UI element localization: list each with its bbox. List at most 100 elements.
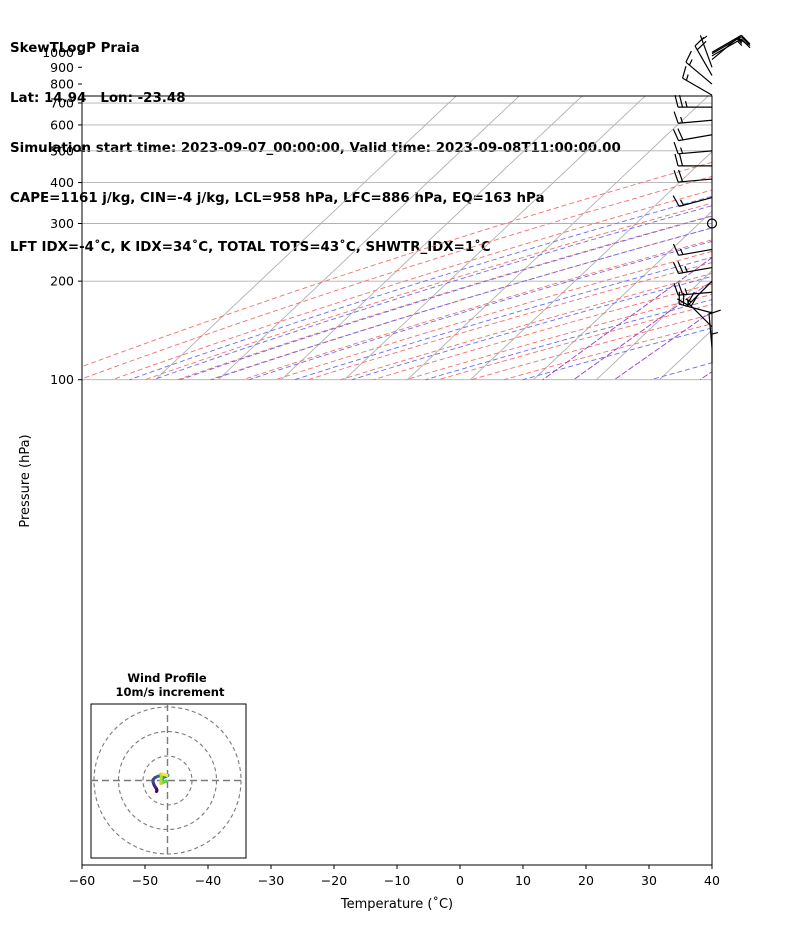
barb-staff xyxy=(679,196,713,207)
wind-barb xyxy=(687,291,713,328)
barb-half-flag xyxy=(737,38,743,44)
barb-flag xyxy=(696,40,707,51)
moist-adiabat xyxy=(180,215,712,381)
wind-barb xyxy=(681,66,713,96)
wind-barb xyxy=(673,282,713,296)
profile-dewpoint xyxy=(729,52,794,379)
barb-staff xyxy=(687,302,713,328)
barb-half-flag xyxy=(684,100,688,108)
hodograph-inset: Wind Profile 10m/s increment xyxy=(90,671,247,859)
barb-flag xyxy=(672,243,680,256)
x-axis: −60 −50 −40 −30 −20 −10 0 10 20 30 40 xyxy=(69,865,720,888)
isotherm xyxy=(281,96,583,381)
barb-staff xyxy=(678,150,713,155)
barb-flag xyxy=(687,291,695,304)
wind-barb xyxy=(673,111,713,124)
barb-staff xyxy=(682,77,713,96)
dry-adiabat xyxy=(177,215,712,381)
y-tick-label: 500 xyxy=(50,143,74,158)
station-location: Lat: 14.94 Lon: -23.48 xyxy=(10,90,186,106)
barb-flag xyxy=(678,153,684,166)
y-tick-label: 800 xyxy=(50,77,74,92)
wind-barb xyxy=(672,195,713,207)
simulation-times: Simulation start time: 2023-09-07_00:00:… xyxy=(10,140,621,156)
barb-staff xyxy=(685,61,713,85)
barb-half-flag xyxy=(684,288,688,295)
isotherm xyxy=(155,96,457,381)
y-tick-label: 400 xyxy=(50,175,74,190)
wind-barb xyxy=(673,169,713,183)
background-lines xyxy=(82,45,794,381)
isotherm xyxy=(533,210,712,381)
barb-flag xyxy=(690,295,699,307)
barb-flag xyxy=(677,128,684,141)
barb-staff xyxy=(678,178,713,183)
x-tick-label: −20 xyxy=(321,873,347,888)
barb-half-flag xyxy=(679,199,685,206)
mixing-ratio-line xyxy=(750,45,794,379)
dry-adiabat xyxy=(82,175,712,380)
barb-staff xyxy=(711,37,739,61)
dry-adiabat xyxy=(242,239,712,381)
station-title: SkewTLogP Praia xyxy=(10,41,140,57)
shaded-areas xyxy=(742,70,794,380)
stability-indices: LFT IDX=-4˚C, K IDX=34˚C, TOTAL TOTS=43˚… xyxy=(10,240,491,256)
barb-flag xyxy=(741,34,751,45)
barb-staff xyxy=(678,266,713,275)
y-tick-label: 100 xyxy=(50,372,74,387)
wind-barb xyxy=(699,35,713,68)
profile-parcel xyxy=(739,52,794,379)
barb-half-flag xyxy=(679,248,684,255)
x-tick-label: 20 xyxy=(578,873,594,888)
y-tick-label: 700 xyxy=(50,96,74,111)
x-tick-label: −30 xyxy=(258,873,284,888)
barb-flag xyxy=(678,169,684,182)
dry-adiabat xyxy=(144,202,712,381)
x-tick-label: 0 xyxy=(456,873,464,888)
convective-indices: CAPE=1161 j/kg, CIN=-4 j/kg, LCL=958 hPa… xyxy=(10,190,545,206)
barb-flag xyxy=(678,282,684,295)
barb-flag xyxy=(737,37,749,46)
wind-barb xyxy=(694,36,713,76)
barb-flag xyxy=(672,195,680,207)
wind-barb xyxy=(711,329,719,364)
dry-adiabat xyxy=(112,189,712,381)
x-tick-label: −60 xyxy=(69,873,95,888)
barb-flag xyxy=(677,261,684,273)
wind-barb xyxy=(674,153,712,167)
x-tick-label: −50 xyxy=(132,873,158,888)
hodograph-subtitle: 10m/s increment xyxy=(116,685,225,699)
x-axis-label: Temperature (˚C) xyxy=(340,896,453,912)
y-tick-label: 900 xyxy=(50,60,74,75)
isotherm xyxy=(785,45,794,379)
barb-flag xyxy=(673,283,679,296)
y-tick-label: 600 xyxy=(50,117,74,132)
wind-barb xyxy=(672,128,713,142)
barb-staff xyxy=(711,34,742,53)
y-tick-label: 300 xyxy=(50,216,74,231)
profile-lines xyxy=(729,52,794,379)
wind-barb xyxy=(685,50,713,85)
barb-half-flag xyxy=(685,74,689,81)
barb-half-flag xyxy=(688,59,693,66)
x-tick-label: 10 xyxy=(515,873,531,888)
wind-barb xyxy=(706,218,718,229)
y-tick-label: 1000 xyxy=(42,45,74,60)
barb-staff xyxy=(678,119,713,124)
barb-flag xyxy=(708,309,721,315)
barb-staff xyxy=(678,248,713,256)
barb-flag xyxy=(672,261,680,274)
barb-flag xyxy=(673,111,679,124)
barb-half-flag xyxy=(680,147,684,154)
barb-half-flag xyxy=(737,40,743,47)
barb-flag xyxy=(741,36,751,47)
barb-half-flag xyxy=(680,116,684,124)
x-tick-label: 30 xyxy=(641,873,657,888)
y-tick-label: 200 xyxy=(50,274,74,289)
isotherm xyxy=(722,45,794,379)
wind-barbs xyxy=(672,34,751,364)
barb-flag xyxy=(673,141,679,155)
mixing-ratio-line xyxy=(699,371,712,381)
